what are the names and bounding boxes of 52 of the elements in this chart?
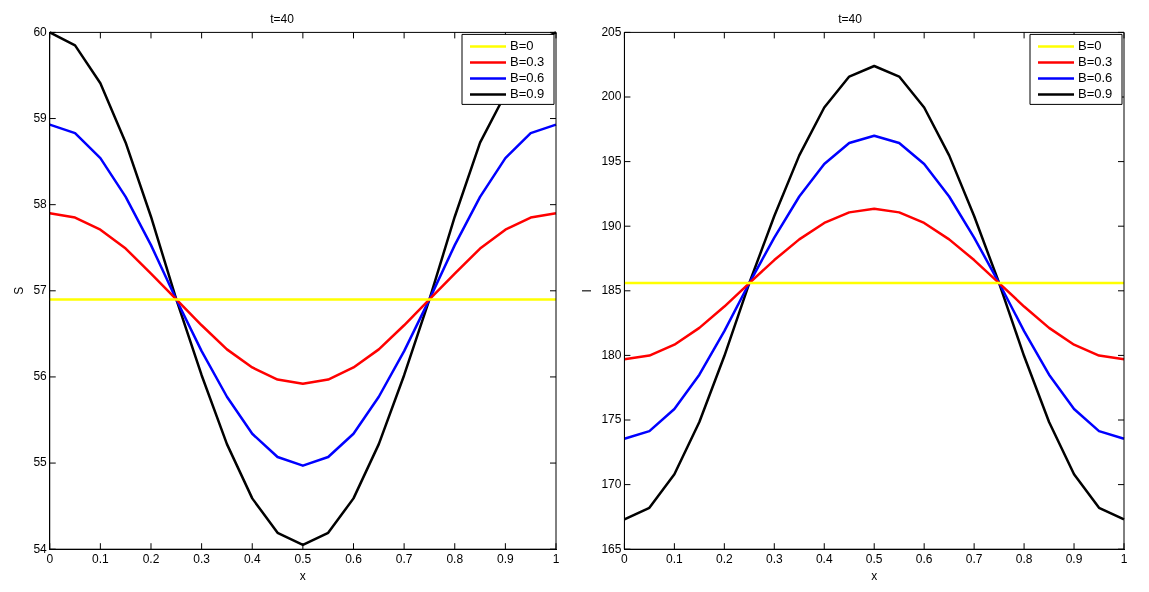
y-axis-title: I: [579, 289, 594, 293]
y-tick-label: 58: [33, 196, 48, 211]
y-tick-label: 190: [601, 218, 622, 233]
legend-label: B=0.6: [510, 69, 545, 85]
y-tick-label: 165: [601, 541, 622, 556]
y-tick-label: 200: [601, 89, 622, 104]
legend-label: B=0: [510, 37, 534, 53]
x-tick-label: 0.5: [294, 551, 312, 566]
x-tick-label: 0.5: [865, 551, 883, 566]
x-axis-title: x: [299, 569, 306, 584]
x-tick-label: 0.4: [815, 551, 833, 566]
x-tick-label: 0.9: [497, 551, 515, 566]
y-tick-label: 55: [33, 455, 48, 470]
legend-label: B=0.9: [510, 85, 545, 101]
x-axis-title: x: [871, 569, 878, 584]
x-tick-label: 1: [552, 551, 560, 566]
x-tick-label: 0.3: [193, 551, 211, 566]
y-tick-label: 54: [33, 541, 48, 556]
x-tick-label: 0.4: [243, 551, 261, 566]
legend-label: B=0.3: [1078, 53, 1113, 69]
y-tick-label: 175: [601, 412, 622, 427]
y-tick-label: 185: [601, 283, 622, 298]
y-tick-label: 195: [601, 153, 622, 168]
x-tick-label: 0: [46, 551, 54, 566]
x-tick-label: 0: [621, 551, 629, 566]
x-tick-label: 0.1: [92, 551, 110, 566]
y-tick-label: 57: [33, 283, 48, 298]
x-tick-label: 0.1: [666, 551, 684, 566]
x-tick-label: 0.7: [965, 551, 983, 566]
x-tick-label: 0.8: [1015, 551, 1033, 566]
x-tick-label: 0.6: [915, 551, 933, 566]
x-tick-label: 0.2: [715, 551, 733, 566]
x-tick-label: 0.6: [345, 551, 363, 566]
x-tick-label: 0.3: [765, 551, 783, 566]
legend-label: B=0.3: [510, 53, 545, 69]
y-tick-label: 60: [33, 24, 48, 39]
y-tick-label: 180: [601, 347, 622, 362]
y-tick-label: 59: [33, 110, 48, 125]
chart-title: t=40: [270, 11, 295, 26]
x-tick-label: 0.2: [142, 551, 160, 566]
legend-label: B=0: [1078, 37, 1102, 53]
x-tick-label: 0.7: [395, 551, 413, 566]
x-tick-label: 1: [1120, 551, 1128, 566]
chart-title: t=40: [838, 11, 863, 26]
y-axis-title: S: [11, 286, 26, 295]
y-tick-label: 56: [33, 369, 48, 384]
x-tick-label: 0.8: [446, 551, 464, 566]
legend-label: B=0.6: [1078, 69, 1113, 85]
y-tick-label: 170: [601, 476, 622, 491]
y-tick-label: 205: [601, 24, 622, 39]
x-tick-label: 0.9: [1065, 551, 1083, 566]
legend-label: B=0.9: [1078, 85, 1113, 101]
